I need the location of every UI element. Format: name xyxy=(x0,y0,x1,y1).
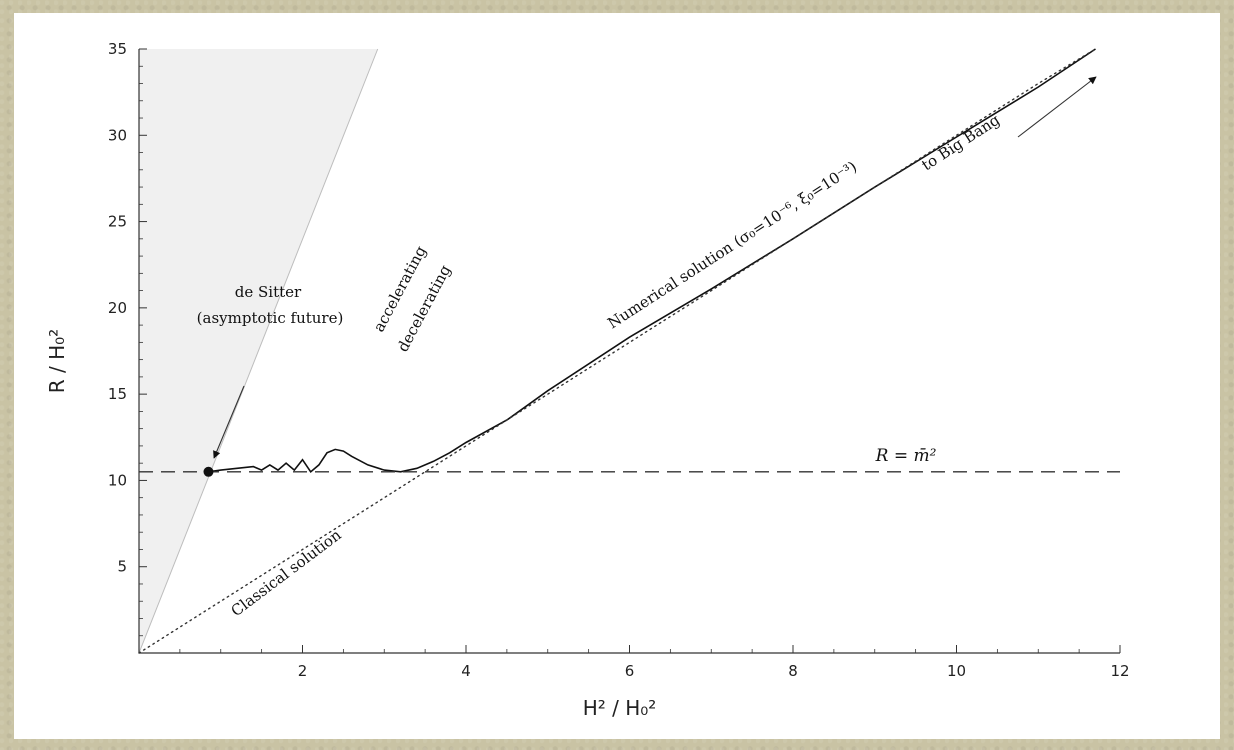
y-tick-label: 35 xyxy=(108,40,127,58)
x-tick-label: 4 xyxy=(461,662,471,680)
x-tick-label: 12 xyxy=(1110,662,1129,680)
y-tick-label: 30 xyxy=(108,126,127,144)
to-big-bang-label: to Big Bang xyxy=(918,110,1003,174)
y-tick-label: 5 xyxy=(117,558,127,576)
x-axis-title: H² / H₀² xyxy=(583,696,657,720)
y-tick-label: 25 xyxy=(108,213,127,231)
r-equals-m-label: R = m̄² xyxy=(875,446,937,466)
big-bang-arrow xyxy=(1017,76,1097,138)
x-tick-label: 10 xyxy=(947,662,966,680)
de-sitter-label: de Sitter xyxy=(235,283,302,301)
asymptotic-future-label: (asymptotic future) xyxy=(197,309,344,327)
x-tick-label: 8 xyxy=(788,662,798,680)
de-sitter-point xyxy=(203,466,214,477)
de-sitter-arrow xyxy=(213,385,245,459)
y-axis-title: R / H₀² xyxy=(45,329,69,393)
classical-solution-label: Classical solution xyxy=(228,526,345,621)
chart-panel: 2 4 6 8 10 12 5 10 15 20 25 30 35 H² / H₀² R / H₀² de… xyxy=(14,13,1220,739)
y-tick-label: 20 xyxy=(108,299,127,317)
y-tick-label: 15 xyxy=(108,385,127,403)
series-line-solid xyxy=(208,48,1096,473)
x-tick-label: 6 xyxy=(625,662,635,680)
y-tick-label: 10 xyxy=(108,471,127,489)
acceleration-boundary-line xyxy=(138,48,379,654)
chart-plot: 2 4 6 8 10 12 5 10 15 20 25 30 35 H² / H₀² R / H₀² de… xyxy=(45,40,1130,720)
numerical-solution-label: Numerical solution (σ₀=10⁻⁶, ξ₀=10⁻³) xyxy=(604,158,860,333)
series-line-dotted xyxy=(138,48,1097,654)
x-tick-label: 2 xyxy=(298,662,308,680)
